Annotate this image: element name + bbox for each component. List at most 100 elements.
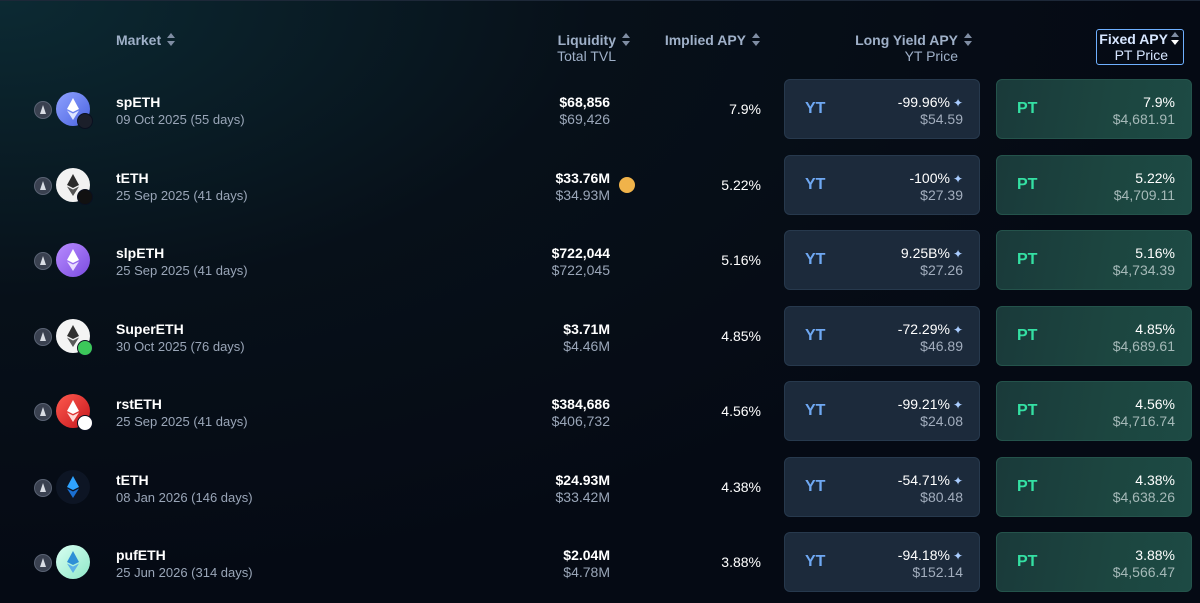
market-expiry: 25 Jun 2026 (314 days) — [116, 565, 253, 580]
liquidity-value: $68,856 — [559, 94, 610, 110]
market-expiry: 25 Sep 2025 (41 days) — [116, 414, 248, 429]
implied-apy-value: 4.85% — [721, 328, 761, 344]
long-yield-apy-column-header[interactable]: Long Yield APY YT Price — [855, 32, 972, 64]
yt-price-value: $54.59 — [920, 111, 963, 127]
teth-logo-icon — [56, 470, 90, 504]
pt-price-value: $4,638.26 — [1112, 489, 1175, 505]
total-tvl-value: $4.46M — [563, 338, 610, 354]
yt-trade-button[interactable]: YT -100% ✦ $27.39 — [784, 155, 980, 215]
pt-price-value: $4,689.61 — [1112, 338, 1175, 354]
pt-label: PT — [1017, 100, 1038, 117]
supereth-logo-icon — [56, 319, 93, 356]
liquidity-column-header[interactable]: Liquidity Total TVL — [557, 32, 630, 64]
table-header: Market Liquidity Total TVL Implied APY L… — [0, 28, 1200, 68]
table-row[interactable]: rstETH 25 Sep 2025 (41 days) $384,686 $4… — [0, 381, 1200, 441]
long-yield-apy-value: -72.29% — [897, 321, 950, 337]
yt-label: YT — [805, 100, 826, 117]
market-expiry: 25 Sep 2025 (41 days) — [116, 263, 248, 278]
yt-price-value: $27.26 — [920, 262, 963, 278]
pt-trade-button[interactable]: PT 4.38% $4,638.26 — [996, 457, 1192, 517]
sparkle-icon: ✦ — [952, 549, 963, 563]
pt-price-value: $4,681.91 — [1112, 111, 1175, 127]
yt-trade-button[interactable]: YT -99.21% ✦ $24.08 — [784, 381, 980, 441]
fixed-apy-column-header[interactable]: Fixed APY PT Price — [1096, 29, 1184, 66]
market-expiry: 25 Sep 2025 (41 days) — [116, 188, 248, 203]
pt-trade-button[interactable]: PT 5.16% $4,734.39 — [996, 230, 1192, 290]
liquidity-value: $24.93M — [555, 472, 610, 488]
pt-trade-button[interactable]: PT 4.85% $4,689.61 — [996, 306, 1192, 366]
table-row[interactable]: tETH 25 Sep 2025 (41 days) $33.76M $34.9… — [0, 155, 1200, 215]
sparkle-icon: ✦ — [952, 398, 963, 412]
fixed-apy-value: 4.38% — [1135, 472, 1175, 488]
pt-trade-button[interactable]: PT 3.88% $4,566.47 — [996, 532, 1192, 592]
yt-price-value: $24.08 — [920, 413, 963, 429]
yt-trade-button[interactable]: YT -94.18% ✦ $152.14 — [784, 532, 980, 592]
sparkle-icon: ✦ — [952, 96, 963, 110]
long-yield-apy-value: 9.25B% — [900, 245, 950, 261]
liquidity-value: $3.71M — [563, 321, 610, 337]
pt-price-value: $4,709.11 — [1113, 187, 1175, 203]
table-row[interactable]: tETH 08 Jan 2026 (146 days) $24.93M $33.… — [0, 457, 1200, 517]
pufeth-logo-icon — [56, 545, 90, 579]
fixed-apy-value: 7.9% — [1143, 94, 1175, 110]
yt-label: YT — [805, 478, 826, 495]
pt-price-value: $4,716.74 — [1112, 413, 1175, 429]
pt-trade-button[interactable]: PT 5.22% $4,709.11 — [996, 155, 1192, 215]
ethereum-icon — [34, 252, 52, 270]
pt-price-subheader: PT Price — [1114, 47, 1168, 64]
liquidity-value: $722,044 — [551, 245, 610, 261]
market-name: pufETH — [116, 547, 166, 563]
market-column-header[interactable]: Market — [116, 32, 176, 48]
yt-price-value: $152.14 — [912, 564, 963, 580]
implied-apy-value: 3.88% — [721, 554, 761, 570]
total-tvl-subheader: Total TVL — [557, 48, 616, 65]
fixed-apy-value: 5.16% — [1135, 245, 1175, 261]
sparkle-icon: ✦ — [952, 323, 963, 337]
table-row[interactable]: slpETH 25 Sep 2025 (41 days) $722,044 $7… — [0, 230, 1200, 290]
table-row[interactable]: pufETH 25 Jun 2026 (314 days) $2.04M $4.… — [0, 532, 1200, 592]
sort-icon — [167, 33, 176, 47]
pt-price-value: $4,734.39 — [1112, 262, 1175, 278]
liquidity-value: $2.04M — [563, 547, 610, 563]
implied-apy-value: 7.9% — [729, 101, 761, 117]
fixed-apy-value: 3.88% — [1135, 547, 1175, 563]
slpeth-logo-icon — [56, 243, 90, 277]
liquidity-value: $33.76M — [555, 170, 610, 186]
pt-label: PT — [1017, 327, 1038, 344]
yt-trade-button[interactable]: YT -99.96% ✦ $54.59 — [784, 79, 980, 139]
sort-icon — [964, 33, 972, 47]
total-tvl-value: $722,045 — [551, 262, 610, 278]
implied-apy-column-header[interactable]: Implied APY — [665, 32, 760, 48]
ethereum-icon — [34, 554, 52, 572]
yt-label: YT — [805, 251, 826, 268]
yt-trade-button[interactable]: YT 9.25B% ✦ $27.26 — [784, 230, 980, 290]
yt-price-value: $46.89 — [920, 338, 963, 354]
table-row[interactable]: spETH 09 Oct 2025 (55 days) $68,856 $69,… — [0, 79, 1200, 139]
yt-price-value: $80.48 — [920, 489, 963, 505]
pt-price-value: $4,566.47 — [1112, 564, 1175, 580]
yt-trade-button[interactable]: YT -54.71% ✦ $80.48 — [784, 457, 980, 517]
total-tvl-value: $406,732 — [551, 413, 610, 429]
pt-trade-button[interactable]: PT 7.9% $4,681.91 — [996, 79, 1192, 139]
market-expiry: 09 Oct 2025 (55 days) — [116, 112, 245, 127]
implied-apy-value: 5.22% — [721, 177, 761, 193]
ethereum-icon — [34, 101, 52, 119]
pt-label: PT — [1017, 251, 1038, 268]
market-expiry: 08 Jan 2026 (146 days) — [116, 490, 253, 505]
market-name: tETH — [116, 170, 149, 186]
market-name: slpETH — [116, 245, 165, 261]
total-tvl-value: $34.93M — [555, 187, 610, 203]
rsteth-logo-icon — [56, 394, 93, 431]
ethereum-icon — [34, 328, 52, 346]
pt-trade-button[interactable]: PT 4.56% $4,716.74 — [996, 381, 1192, 441]
market-name: tETH — [116, 472, 149, 488]
total-tvl-value: $4.78M — [563, 564, 610, 580]
table-row[interactable]: SuperETH 30 Oct 2025 (76 days) $3.71M $4… — [0, 306, 1200, 366]
sparkle-icon: ✦ — [952, 474, 963, 488]
sort-descending-icon — [1171, 32, 1179, 46]
yt-trade-button[interactable]: YT -72.29% ✦ $46.89 — [784, 306, 980, 366]
ethereum-icon — [34, 403, 52, 421]
liquidity-value: $384,686 — [551, 396, 610, 412]
sort-icon — [752, 33, 760, 47]
